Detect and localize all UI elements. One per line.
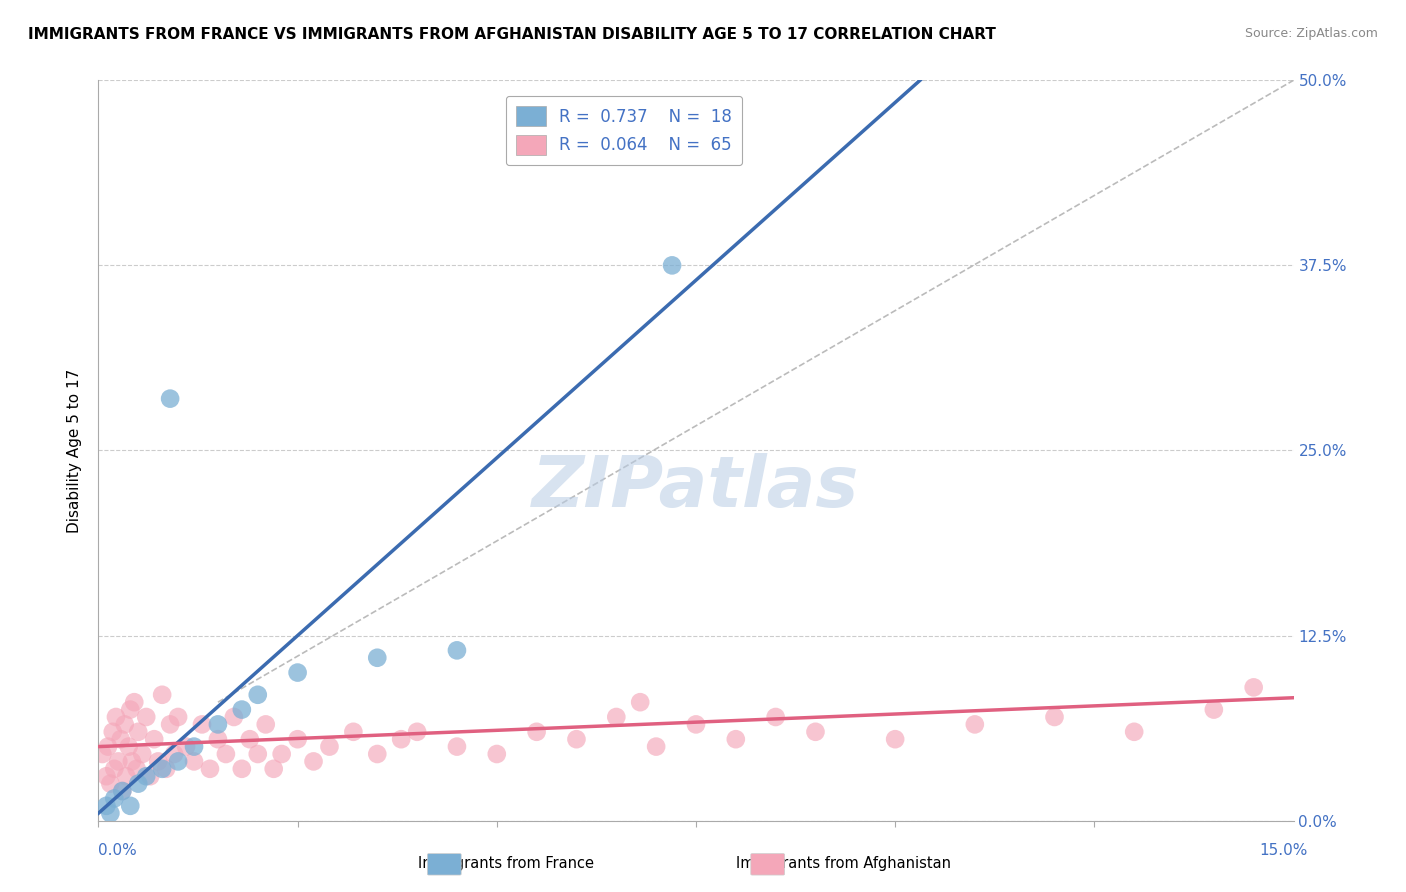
Point [685,717,707,731]
Point [342,724,364,739]
Point [155,762,177,776]
Point [107,755,129,769]
Point [1243,681,1265,695]
Point [114,717,136,731]
Text: 15.0%: 15.0% [1260,843,1308,858]
Point [366,650,388,665]
Point [389,732,412,747]
Point [120,798,142,813]
Point [131,747,153,761]
Point [565,732,588,747]
Legend: R =  0.737    N =  18, R =  0.064    N =  65: R = 0.737 N = 18, R = 0.064 N = 65 [506,96,742,165]
Point [246,747,269,761]
Point [645,739,668,754]
Point [318,739,340,754]
Point [111,784,134,798]
Point [98,806,122,821]
Point [215,747,238,761]
Point [91,747,114,761]
Point [246,688,269,702]
Point [366,747,388,761]
Point [605,710,627,724]
Point [127,776,149,791]
Point [167,755,190,769]
Point [159,392,181,406]
Point [104,710,127,724]
Point [191,717,214,731]
Text: IMMIGRANTS FROM FRANCE VS IMMIGRANTS FROM AFGHANISTAN DISABILITY AGE 5 TO 17 COR: IMMIGRANTS FROM FRANCE VS IMMIGRANTS FRO… [28,27,995,42]
Point [446,643,468,657]
Point [183,755,205,769]
Point [150,688,173,702]
Point [120,703,142,717]
Point [239,732,262,747]
Point [884,732,907,747]
Point [1202,703,1225,717]
Point [111,784,134,798]
Point [183,739,205,754]
Point [96,769,118,783]
Point [121,755,143,769]
Text: Source: ZipAtlas.com: Source: ZipAtlas.com [1244,27,1378,40]
Point [628,695,651,709]
Point [724,732,747,747]
Point [1123,724,1146,739]
Text: ZIPatlas: ZIPatlas [533,453,859,522]
Point [207,732,229,747]
Point [526,724,548,739]
Point [446,739,468,754]
Point [287,665,309,680]
Point [143,732,166,747]
Point [96,798,118,813]
Point [127,724,149,739]
Point [103,762,125,776]
Point [124,695,146,709]
Point [485,747,508,761]
Point [118,739,141,754]
Point [1043,710,1066,724]
Point [804,724,827,739]
Point [222,710,245,724]
Y-axis label: Disability Age 5 to 17: Disability Age 5 to 17 [67,368,83,533]
Point [174,739,197,754]
Point [254,717,277,731]
Point [163,747,186,761]
Point [101,724,124,739]
Point [270,747,292,761]
Text: Immigrants from Afghanistan: Immigrants from Afghanistan [737,856,950,871]
Point [125,762,148,776]
Point [139,769,162,783]
Point [963,717,986,731]
Point [302,755,325,769]
Point [263,762,285,776]
Point [97,739,120,754]
Point [406,724,429,739]
Point [150,762,173,776]
Point [115,769,138,783]
Point [661,259,683,273]
Point [207,717,229,731]
Point [110,732,132,747]
Text: 0.0%: 0.0% [98,843,138,858]
Point [103,791,125,805]
Point [98,776,122,791]
Text: Immigrants from France: Immigrants from France [418,856,595,871]
Point [765,710,787,724]
Point [135,769,157,783]
Point [231,703,253,717]
Point [231,762,253,776]
Point [167,710,190,724]
Point [148,755,170,769]
Point [135,710,157,724]
Point [287,732,309,747]
Point [198,762,221,776]
Point [159,717,181,731]
